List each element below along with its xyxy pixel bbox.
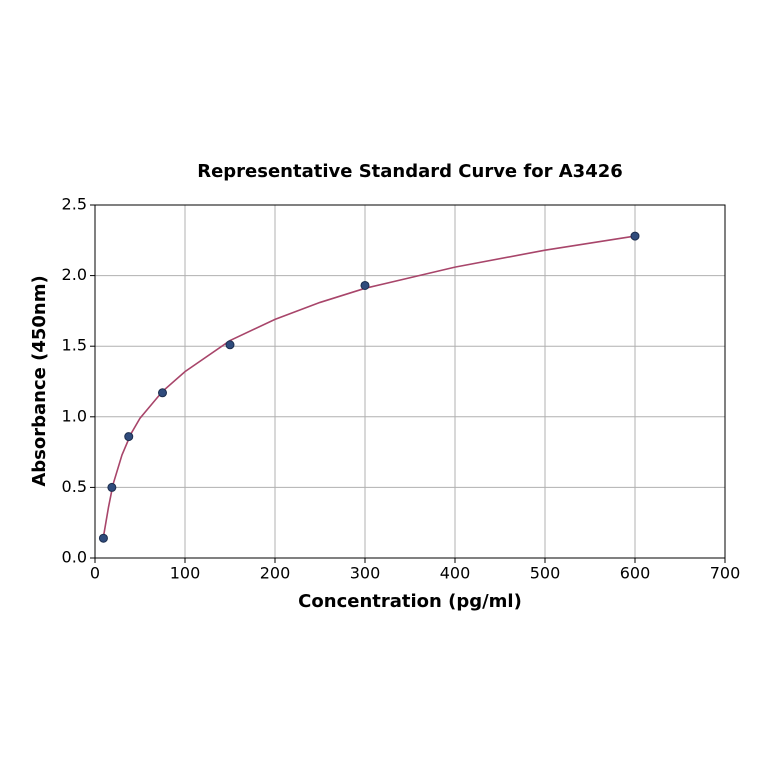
x-tick-label: 400	[440, 564, 471, 583]
data-point	[630, 231, 640, 241]
fit-curve	[102, 235, 636, 537]
x-tick-label: 0	[90, 564, 100, 583]
y-tick-label: 1.5	[62, 336, 87, 355]
x-tick-label: 100	[170, 564, 201, 583]
x-axis-label: Concentration (pg/ml)	[298, 591, 522, 612]
data-point	[225, 340, 235, 350]
y-tick-label: 2.0	[62, 265, 87, 284]
data-point	[158, 388, 167, 398]
data-point	[124, 432, 134, 442]
data-point	[360, 280, 370, 290]
y-tick-label: 2.5	[62, 195, 87, 214]
x-tick-label: 200	[260, 564, 291, 583]
chart-title: Representative Standard Curve for A3426	[197, 161, 623, 182]
data-point	[98, 533, 108, 543]
x-tick-label: 300	[350, 564, 381, 583]
y-axis-label: Absorbance (450nm)	[29, 275, 50, 486]
y-tick-label: 0.0	[62, 548, 87, 567]
x-tick-label: 600	[620, 564, 651, 583]
x-tick-label: 700	[710, 564, 741, 583]
data-point	[107, 482, 117, 492]
y-tick-label: 1.0	[62, 406, 87, 425]
y-tick-label: 0.5	[62, 477, 87, 496]
x-tick-label: 500	[530, 564, 561, 583]
plot-frame	[94, 204, 726, 559]
